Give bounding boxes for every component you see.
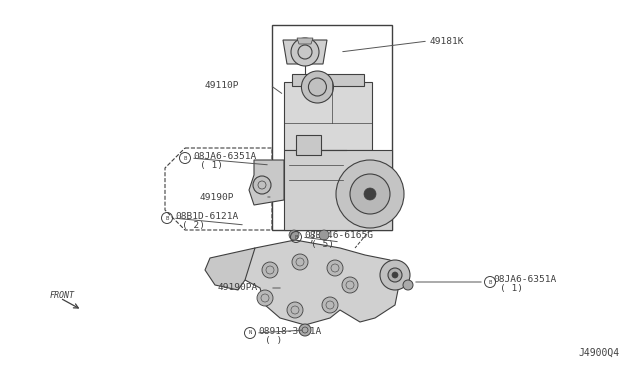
Polygon shape (297, 38, 313, 44)
Text: 49110P: 49110P (205, 80, 239, 90)
Circle shape (319, 230, 329, 240)
Bar (272, 25, 392, 230)
Text: 08B146-6165G: 08B146-6165G (304, 231, 373, 240)
Circle shape (292, 254, 308, 270)
Bar (296, 135, 321, 155)
Text: B: B (165, 215, 168, 221)
Circle shape (299, 324, 311, 336)
Polygon shape (205, 248, 255, 290)
Text: FRONT: FRONT (50, 292, 75, 301)
Text: 08B1D-6121A: 08B1D-6121A (175, 212, 238, 221)
Bar (284, 82, 372, 150)
Bar (284, 150, 392, 230)
Text: 49190P: 49190P (200, 192, 234, 202)
Text: B: B (184, 155, 187, 160)
Circle shape (380, 260, 410, 290)
Text: ( 1): ( 1) (200, 160, 223, 170)
Polygon shape (249, 160, 284, 205)
Text: 49181K: 49181K (430, 36, 465, 45)
Text: 08JA6-6351A: 08JA6-6351A (493, 276, 556, 285)
Circle shape (327, 260, 343, 276)
Circle shape (301, 71, 333, 103)
Circle shape (253, 176, 271, 194)
Text: J4900Q4: J4900Q4 (579, 348, 620, 358)
Polygon shape (238, 240, 400, 325)
Circle shape (364, 188, 376, 200)
Circle shape (336, 160, 404, 228)
Circle shape (257, 290, 273, 306)
Text: 49190PA: 49190PA (218, 283, 259, 292)
Circle shape (262, 262, 278, 278)
Circle shape (291, 38, 319, 66)
Circle shape (392, 272, 398, 278)
Circle shape (403, 280, 413, 290)
Text: ( 5): ( 5) (311, 240, 334, 248)
Text: B: B (294, 234, 298, 240)
Text: B: B (488, 279, 492, 285)
Circle shape (322, 297, 338, 313)
Circle shape (289, 230, 299, 240)
Text: ( 1): ( 1) (500, 285, 523, 294)
Polygon shape (283, 40, 327, 64)
Circle shape (287, 302, 303, 318)
Bar (292, 74, 364, 86)
Text: ( ): ( ) (265, 336, 282, 344)
Circle shape (388, 268, 402, 282)
Text: 08JA6-6351A: 08JA6-6351A (193, 151, 256, 160)
Text: 08918-3061A: 08918-3061A (258, 327, 321, 336)
Circle shape (350, 174, 390, 214)
Circle shape (342, 277, 358, 293)
Text: N: N (248, 330, 252, 336)
Text: ( 2): ( 2) (182, 221, 205, 230)
